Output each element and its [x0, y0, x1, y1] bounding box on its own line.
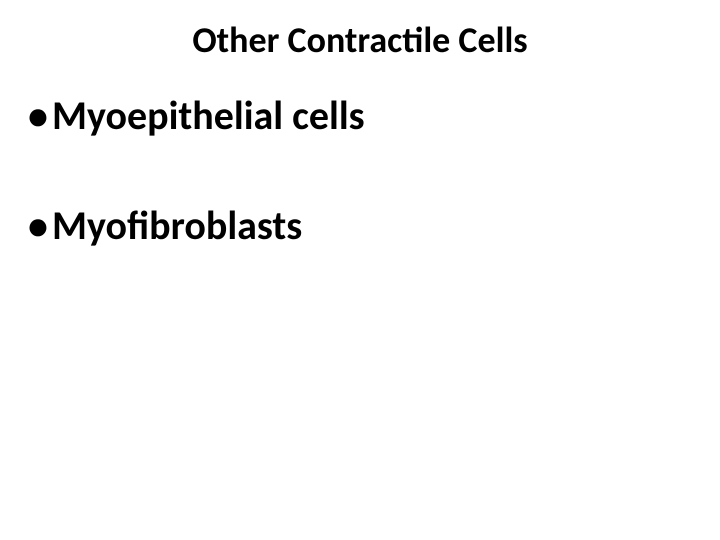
slide-container: Other Contractile Cells Myoepithelial ce… [0, 0, 720, 540]
bullet-list: Myoepithelial cells Myofibroblasts [0, 92, 720, 250]
bullet-item: Myoepithelial cells [28, 92, 720, 140]
bullet-item: Myofibroblasts [28, 202, 720, 250]
slide-title: Other Contractile Cells [0, 0, 720, 92]
